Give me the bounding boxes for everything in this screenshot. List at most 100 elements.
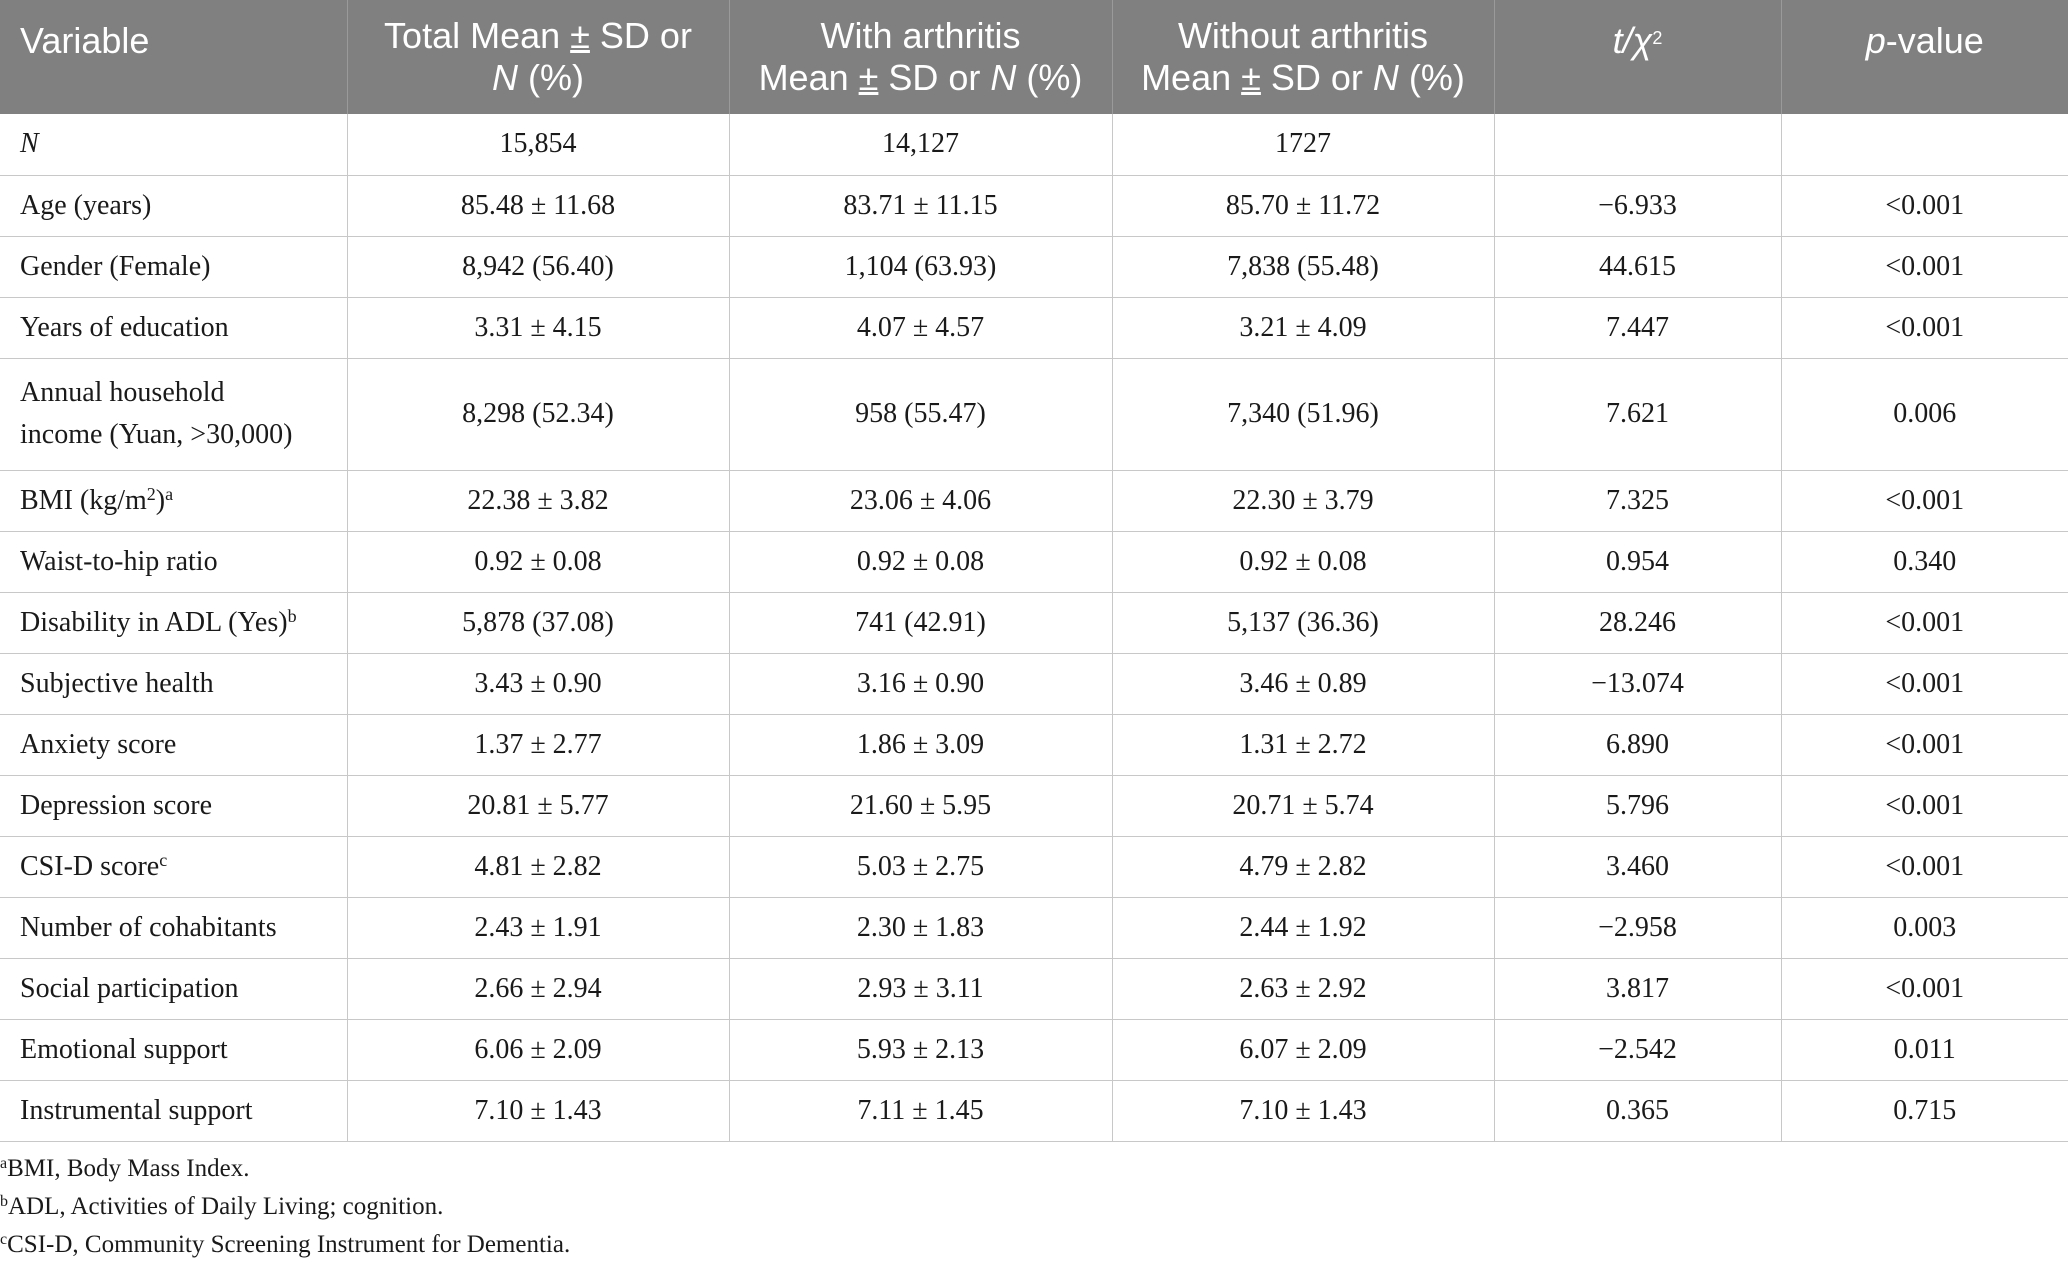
cell-stat: 0.365 <box>1493 1080 1781 1142</box>
cell-stat: 7.325 <box>1493 470 1781 532</box>
cell-stat: 6.890 <box>1493 714 1781 776</box>
cell-without: 20.71 ± 5.74 <box>1111 775 1494 837</box>
table-row: Emotional support 6.06 ± 2.09 5.93 ± 2.1… <box>0 1019 2068 1081</box>
cell-p: 0.006 <box>1780 358 2068 471</box>
cell-p: <0.001 <box>1780 653 2068 715</box>
cell-total: 8,942 (56.40) <box>346 236 729 298</box>
header-without-arthritis: Without arthritis Mean ± SD or N (%) <box>1111 0 1494 114</box>
cell-without: 1.31 ± 2.72 <box>1111 714 1494 776</box>
cell-p: <0.001 <box>1780 236 2068 298</box>
table-row: BMI (kg/m2)a 22.38 ± 3.82 23.06 ± 4.06 2… <box>0 470 2068 532</box>
cell-with: 2.30 ± 1.83 <box>728 897 1112 959</box>
cell-total: 3.43 ± 0.90 <box>346 653 729 715</box>
cell-with: 958 (55.47) <box>728 358 1112 471</box>
table-row: Social participation 2.66 ± 2.94 2.93 ± … <box>0 958 2068 1020</box>
cell-total: 4.81 ± 2.82 <box>346 836 729 898</box>
cell-without: 7,340 (51.96) <box>1111 358 1494 471</box>
cell-p: <0.001 <box>1780 297 2068 359</box>
cell-total: 1.37 ± 2.77 <box>346 714 729 776</box>
cell-total: 85.48 ± 11.68 <box>346 175 729 237</box>
cell-with: 1.86 ± 3.09 <box>728 714 1112 776</box>
cell-without: 2.63 ± 2.92 <box>1111 958 1494 1020</box>
header-statistic: t/χ2 <box>1493 0 1781 114</box>
row-label: Waist-to-hip ratio <box>0 531 347 593</box>
table-body: N 15,854 14,127 1727 Age (years) 85.48 ±… <box>0 114 2068 1142</box>
footnote: bADL, Activities of Daily Living; cognit… <box>0 1193 444 1220</box>
cell-with: 0.92 ± 0.08 <box>728 531 1112 593</box>
cell-without: 2.44 ± 1.92 <box>1111 897 1494 959</box>
cell-with: 7.11 ± 1.45 <box>728 1080 1112 1142</box>
cell-total: 0.92 ± 0.08 <box>346 531 729 593</box>
cell-stat: 28.246 <box>1493 592 1781 654</box>
row-label: Depression score <box>0 775 347 837</box>
cell-with: 83.71 ± 11.15 <box>728 175 1112 237</box>
row-label: N <box>0 114 347 176</box>
cell-without: 5,137 (36.36) <box>1111 592 1494 654</box>
cell-without: 22.30 ± 3.79 <box>1111 470 1494 532</box>
table-header: Variable Total Mean ± SD or N (%) With ar… <box>0 0 2068 114</box>
cell-p: 0.003 <box>1780 897 2068 959</box>
cell-without: 7.10 ± 1.43 <box>1111 1080 1494 1142</box>
table-footnotes: aBMI, Body Mass Index. bADL, Activities … <box>0 1150 570 1264</box>
cell-total: 6.06 ± 2.09 <box>346 1019 729 1081</box>
table-row: Years of education 3.31 ± 4.15 4.07 ± 4.… <box>0 297 2068 359</box>
cell-with: 741 (42.91) <box>728 592 1112 654</box>
cell-without: 0.92 ± 0.08 <box>1111 531 1494 593</box>
cell-stat: 7.447 <box>1493 297 1781 359</box>
cell-stat: 0.954 <box>1493 531 1781 593</box>
header-p-value: p-value <box>1780 0 2068 114</box>
row-label: Disability in ADL (Yes)b <box>0 592 347 654</box>
table-row: Disability in ADL (Yes)b 5,878 (37.08) 7… <box>0 592 2068 654</box>
cell-with: 4.07 ± 4.57 <box>728 297 1112 359</box>
header-with-arthritis: With arthritis Mean ± SD or N (%) <box>728 0 1112 114</box>
cell-p: 0.715 <box>1780 1080 2068 1142</box>
header-variable: Variable <box>0 0 347 114</box>
cell-without: 1727 <box>1111 114 1494 176</box>
cell-total: 5,878 (37.08) <box>346 592 729 654</box>
row-label: Years of education <box>0 297 347 359</box>
table-row: Waist-to-hip ratio 0.92 ± 0.08 0.92 ± 0.… <box>0 531 2068 593</box>
row-label: Anxiety score <box>0 714 347 776</box>
row-label: Number of cohabitants <box>0 897 347 959</box>
cell-total: 3.31 ± 4.15 <box>346 297 729 359</box>
cell-stat: 7.621 <box>1493 358 1781 471</box>
cell-p <box>1780 114 2068 176</box>
cell-without: 6.07 ± 2.09 <box>1111 1019 1494 1081</box>
footnote: cCSI-D, Community Screening Instrument f… <box>0 1231 571 1258</box>
table-row: Gender (Female) 8,942 (56.40) 1,104 (63.… <box>0 236 2068 298</box>
table-row: Instrumental support 7.10 ± 1.43 7.11 ± … <box>0 1080 2068 1142</box>
cell-without: 7,838 (55.48) <box>1111 236 1494 298</box>
cell-with: 5.93 ± 2.13 <box>728 1019 1112 1081</box>
table-row: Annual household income (Yuan, >30,000) 8… <box>0 358 2068 471</box>
cell-stat: 5.796 <box>1493 775 1781 837</box>
data-table: Variable Total Mean ± SD or N (%) With ar… <box>0 0 2068 1142</box>
row-label: Subjective health <box>0 653 347 715</box>
cell-with: 23.06 ± 4.06 <box>728 470 1112 532</box>
table-row: Subjective health 3.43 ± 0.90 3.16 ± 0.9… <box>0 653 2068 715</box>
cell-stat: 44.615 <box>1493 236 1781 298</box>
table-row: Age (years) 85.48 ± 11.68 83.71 ± 11.15 … <box>0 175 2068 237</box>
cell-stat: −6.933 <box>1493 175 1781 237</box>
footnote-mark: b <box>287 605 297 626</box>
cell-with: 21.60 ± 5.95 <box>728 775 1112 837</box>
table-row: N 15,854 14,127 1727 <box>0 114 2068 176</box>
cell-total: 2.66 ± 2.94 <box>346 958 729 1020</box>
cell-with: 3.16 ± 0.90 <box>728 653 1112 715</box>
cell-stat: −2.958 <box>1493 897 1781 959</box>
row-label: Social participation <box>0 958 347 1020</box>
row-label: Age (years) <box>0 175 347 237</box>
cell-total: 15,854 <box>346 114 729 176</box>
cell-stat: 3.460 <box>1493 836 1781 898</box>
footnote: aBMI, Body Mass Index. <box>0 1155 250 1182</box>
cell-without: 4.79 ± 2.82 <box>1111 836 1494 898</box>
table-row: Number of cohabitants 2.43 ± 1.91 2.30 ±… <box>0 897 2068 959</box>
cell-p: <0.001 <box>1780 958 2068 1020</box>
cell-stat: 3.817 <box>1493 958 1781 1020</box>
footnote-mark: a <box>165 483 174 504</box>
cell-with: 2.93 ± 3.11 <box>728 958 1112 1020</box>
cell-stat: −2.542 <box>1493 1019 1781 1081</box>
cell-p: <0.001 <box>1780 775 2068 837</box>
cell-p: <0.001 <box>1780 470 2068 532</box>
table-row: Depression score 20.81 ± 5.77 21.60 ± 5.… <box>0 775 2068 837</box>
row-label: BMI (kg/m2)a <box>0 470 347 532</box>
